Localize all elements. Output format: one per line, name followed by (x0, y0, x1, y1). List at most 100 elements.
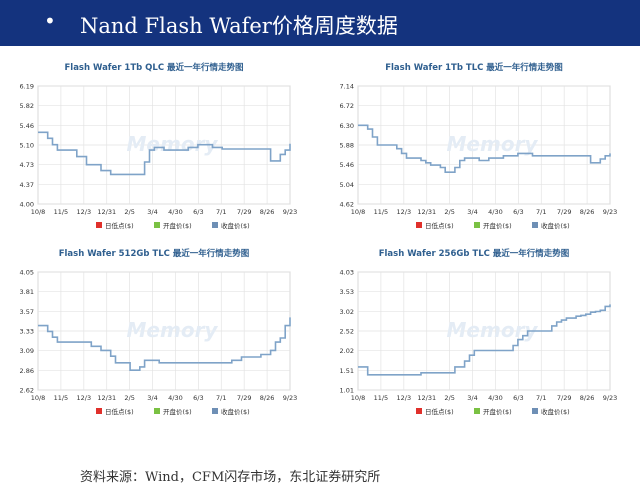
chart-panel-256gb-tlc: Flash Wafer 256Gb TLC 最近一年行情走势图 4.03 3.53 3… (324, 240, 624, 420)
x-tick-label: 11/5 (374, 208, 389, 216)
source-note: 资料来源：Wind，CFM闪存市场，东北证券研究所 (80, 470, 381, 485)
x-tick-label: 6/3 (193, 208, 203, 216)
x-tick-label: 11/5 (374, 394, 389, 402)
legend-label-open: 开盘价($) (483, 221, 512, 230)
page-title: Nand Flash Wafer价格周度数据 (80, 14, 398, 38)
x-tick-label: 12/3 (397, 208, 412, 216)
legend-swatch-close (532, 408, 538, 414)
x-tick-label: 9/23 (283, 208, 298, 216)
legend-label-close: 收盘价($) (541, 221, 570, 230)
x-tick-label: 7/1 (216, 394, 226, 402)
y-tick-label: 3.33 (20, 328, 34, 336)
legend-label-open: 开盘价($) (163, 221, 192, 230)
x-tick-label: 4/30 (488, 394, 503, 402)
x-tick-label: 3/4 (147, 394, 157, 402)
y-tick-label: 5.46 (340, 161, 354, 169)
chart-title: Flash Wafer 1Tb TLC 最近一年行情走势图 (385, 62, 563, 73)
y-tick-label: 5.10 (20, 142, 34, 150)
x-tick-label: 10/8 (31, 394, 46, 402)
chart-panel-1tb-qlc: Flash Wafer 1Tb QLC 最近一年行情走势图 6.19 5.82 5.4… (4, 54, 304, 234)
series-line (358, 124, 611, 173)
chart-svg: Flash Wafer 256Gb TLC 最近一年行情走势图 4.03 3.53 3… (340, 248, 618, 416)
x-tick-label: 9/23 (603, 208, 618, 216)
x-tick-label: 7/29 (557, 208, 572, 216)
x-tick-label: 7/1 (536, 208, 546, 216)
y-tick-label: 3.81 (20, 288, 34, 296)
x-tick-label: 12/31 (97, 394, 116, 402)
y-tick-label: 5.88 (340, 142, 354, 150)
legend-label-close: 收盘价($) (541, 407, 570, 416)
x-tick-label: 11/5 (54, 208, 69, 216)
series-line (358, 304, 611, 376)
x-tick-label: 6/3 (513, 208, 523, 216)
legend-swatch-close (212, 408, 218, 414)
y-tick-label: 3.57 (20, 308, 34, 316)
x-tick-label: 7/29 (237, 208, 252, 216)
legend-label-close: 收盘价($) (221, 221, 250, 230)
x-tick-label: 8/26 (260, 208, 275, 216)
watermark: Memory (447, 318, 539, 342)
header-bar: • Nand Flash Wafer价格周度数据 (0, 0, 640, 46)
x-tick-label: 7/29 (557, 394, 572, 402)
series-line (38, 131, 291, 176)
x-tick-label: 12/31 (97, 208, 116, 216)
chart-svg: Flash Wafer 1Tb QLC 最近一年行情走势图 6.19 5.82 5.4… (20, 62, 298, 230)
x-tick-label: 4/30 (168, 394, 183, 402)
y-tick-label: 2.86 (20, 367, 34, 375)
x-tick-label: 7/29 (237, 394, 252, 402)
x-tick-label: 8/26 (580, 394, 595, 402)
x-tick-label: 2/5 (124, 208, 134, 216)
y-tick-label: 4.00 (20, 201, 34, 209)
y-tick-label: 4.05 (20, 269, 34, 277)
x-tick-label: 12/3 (77, 394, 92, 402)
header-bullet: • (44, 9, 56, 33)
legend-label-open: 开盘价($) (163, 407, 192, 416)
y-tick-label: 2.62 (20, 387, 34, 395)
x-tick-label: 7/1 (216, 208, 226, 216)
chart-title: Flash Wafer 1Tb QLC 最近一年行情走势图 (64, 62, 243, 73)
x-tick-label: 2/5 (444, 208, 454, 216)
y-tick-label: 4.03 (340, 269, 354, 277)
series-line (38, 317, 291, 371)
y-tick-label: 3.02 (340, 308, 354, 316)
y-tick-label: 5.46 (20, 122, 34, 130)
x-tick-label: 4/30 (488, 208, 503, 216)
legend-label-low: 日低点($) (105, 407, 134, 416)
legend-label-open: 开盘价($) (483, 407, 512, 416)
y-tick-label: 5.04 (340, 181, 354, 189)
x-tick-label: 3/4 (467, 208, 477, 216)
y-tick-label: 6.72 (340, 102, 354, 110)
x-tick-label: 2/5 (124, 394, 134, 402)
legend-swatch-open (474, 408, 480, 414)
chart-panel-512gb-tlc: Flash Wafer 512Gb TLC 最近一年行情走势图 4.05 3.81 3… (4, 240, 304, 420)
legend-label-low: 日低点($) (105, 221, 134, 230)
x-tick-label: 12/3 (77, 208, 92, 216)
y-tick-label: 4.73 (20, 161, 34, 169)
legend-swatch-open (154, 222, 160, 228)
y-tick-label: 6.19 (20, 83, 34, 91)
y-tick-label: 1.51 (340, 367, 354, 375)
y-tick-label: 2.52 (340, 328, 354, 336)
watermark: Memory (447, 132, 539, 156)
x-tick-label: 12/31 (417, 208, 436, 216)
y-tick-label: 3.53 (340, 288, 354, 296)
x-tick-label: 9/23 (283, 394, 298, 402)
x-tick-label: 12/3 (397, 394, 412, 402)
x-tick-label: 2/5 (444, 394, 454, 402)
x-tick-label: 8/26 (580, 208, 595, 216)
legend-swatch-low (96, 408, 102, 414)
legend-swatch-low (96, 222, 102, 228)
y-tick-label: 4.62 (340, 201, 354, 209)
chart-panel-1tb-tlc: Flash Wafer 1Tb TLC 最近一年行情走势图 7.14 6.72 6.3… (324, 54, 624, 234)
x-tick-label: 10/8 (31, 208, 46, 216)
y-tick-label: 5.82 (20, 102, 34, 110)
x-tick-label: 6/3 (193, 394, 203, 402)
x-tick-label: 8/26 (260, 394, 275, 402)
watermark: Memory (127, 318, 219, 342)
legend-swatch-open (474, 222, 480, 228)
chart-title: Flash Wafer 256Gb TLC 最近一年行情走势图 (379, 248, 570, 259)
x-tick-label: 10/8 (351, 394, 366, 402)
legend-label-low: 日低点($) (425, 221, 454, 230)
chart-svg: Flash Wafer 1Tb TLC 最近一年行情走势图 7.14 6.72 6.3… (340, 62, 618, 230)
y-tick-label: 6.30 (340, 122, 354, 130)
